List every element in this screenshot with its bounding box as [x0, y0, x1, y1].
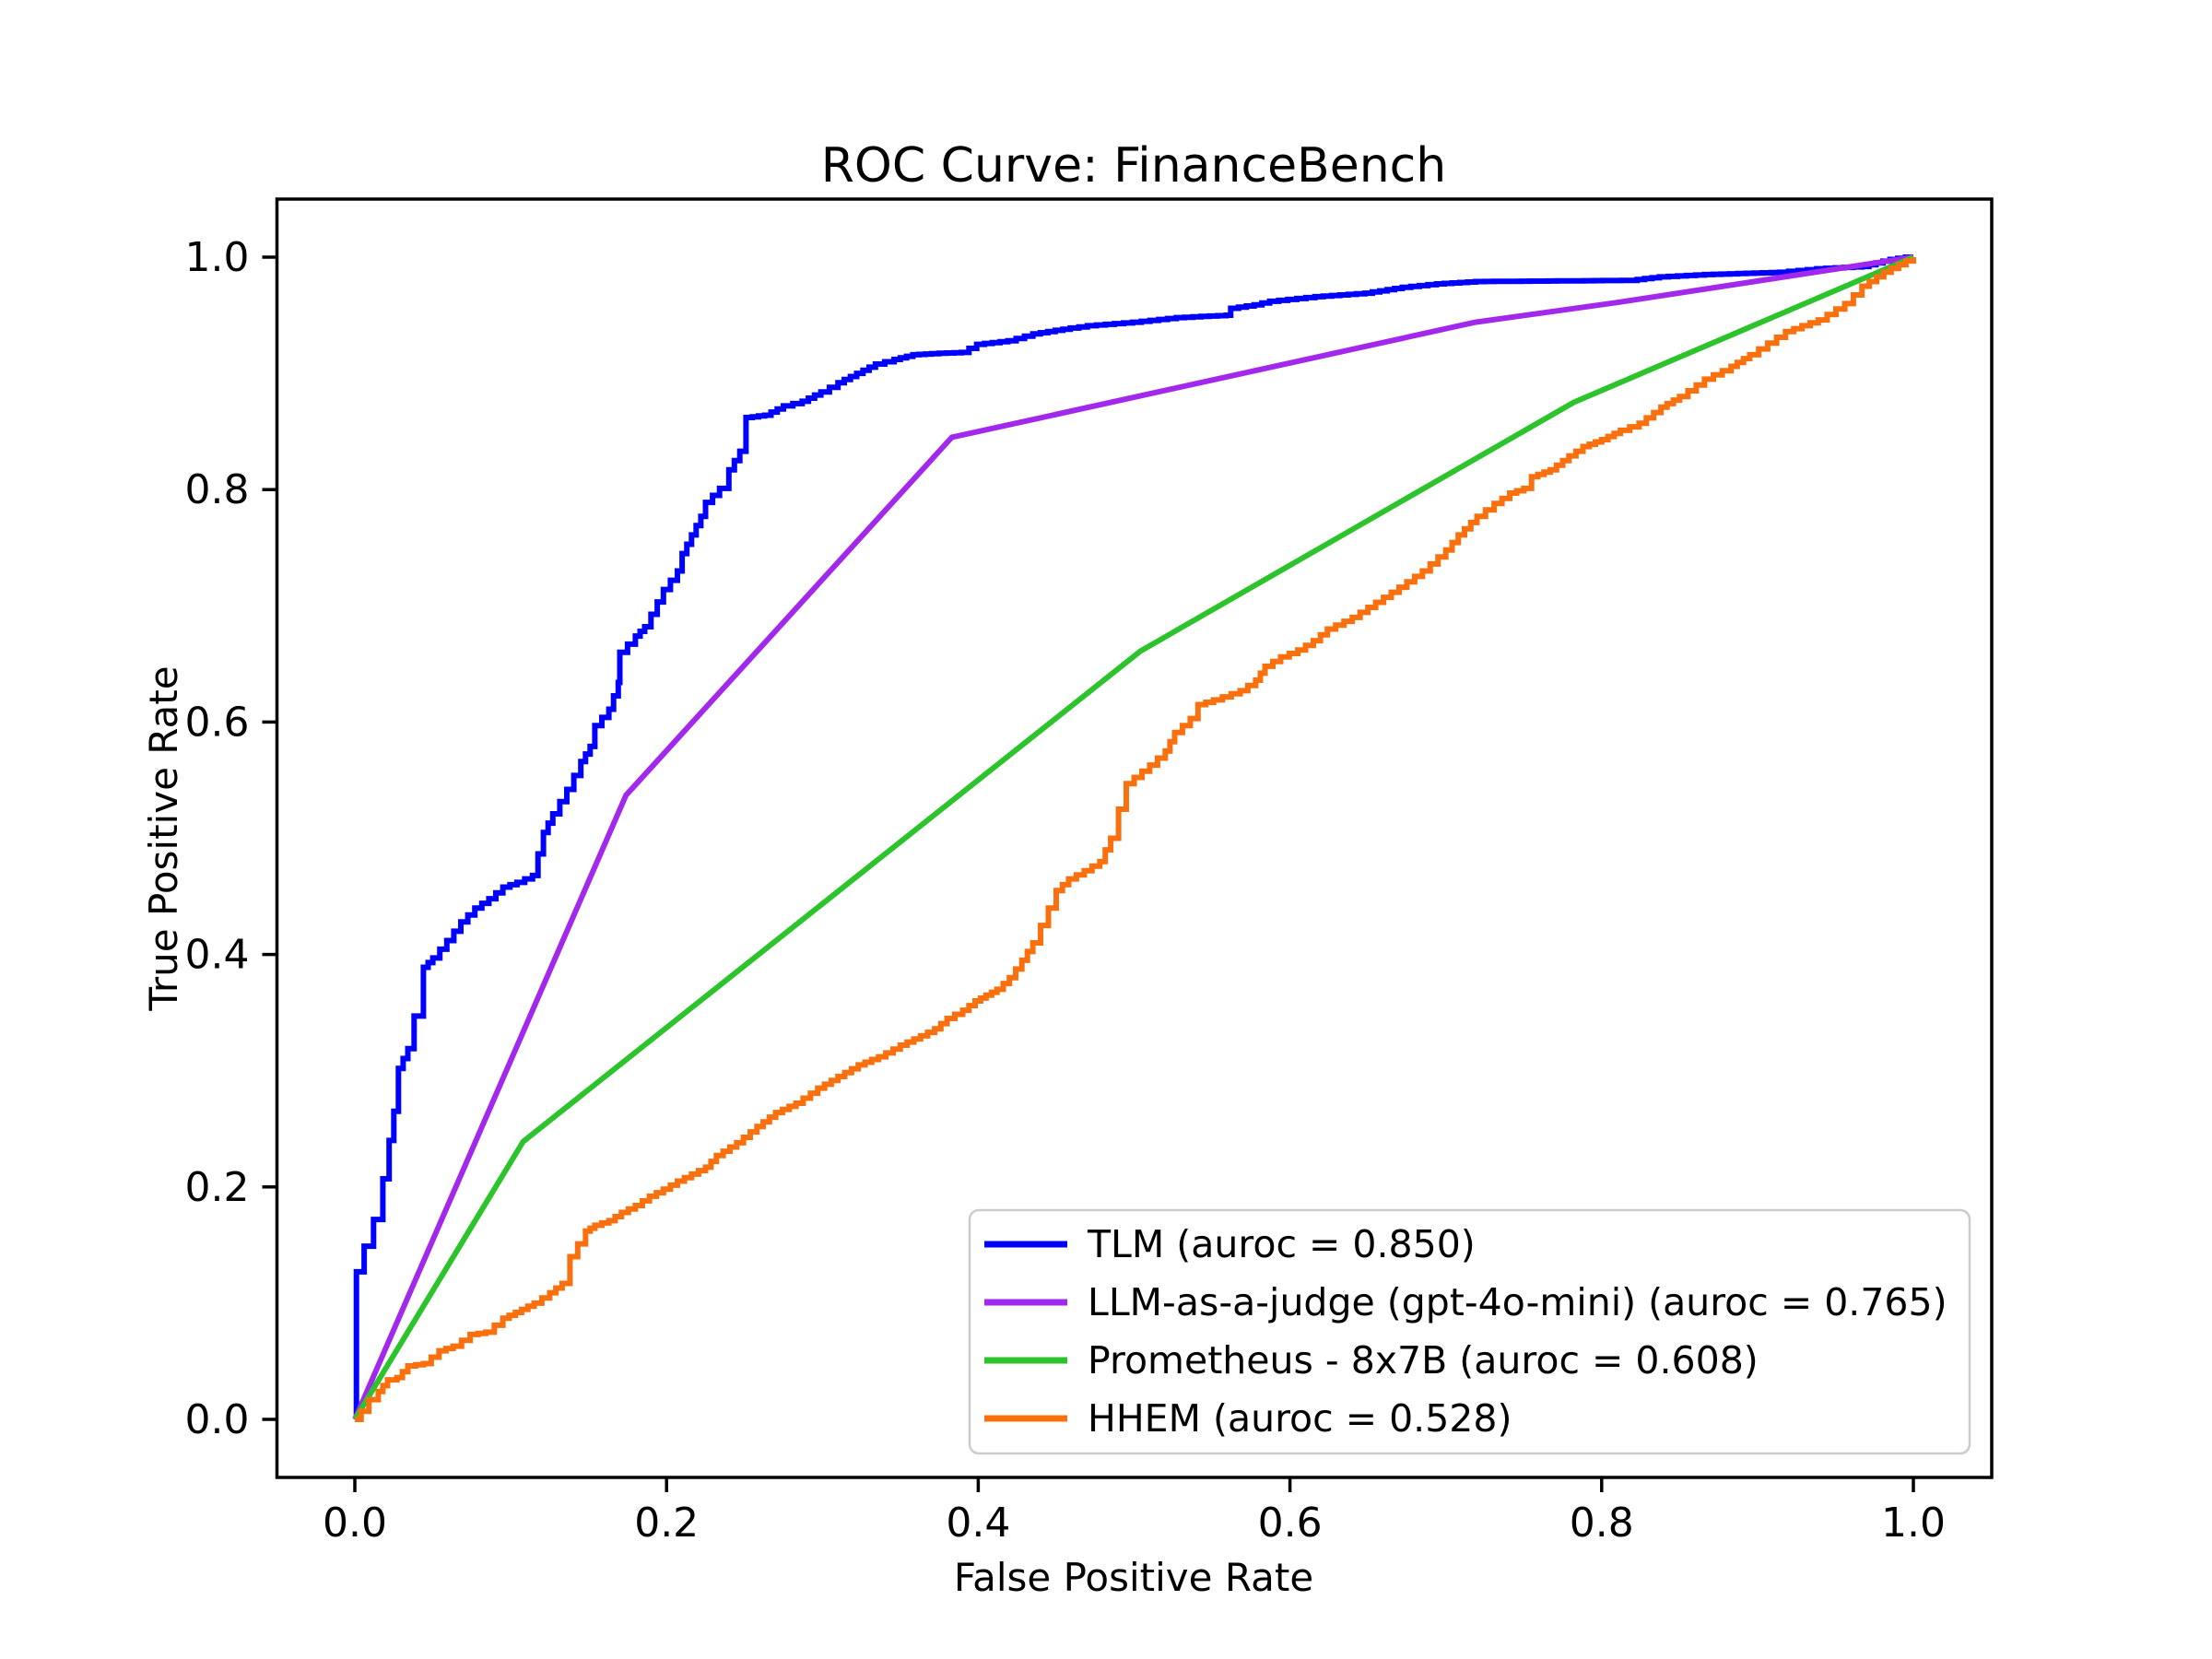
x-tick-label: 0.6 — [1258, 1500, 1323, 1547]
legend-entry-label: HHEM (auroc = 0.528) — [1088, 1396, 1512, 1441]
roc-curve-hhem — [355, 257, 1916, 1422]
y-tick-label: 0.4 — [185, 932, 250, 979]
legend-entry-label: LLM-as-a-judge (gpt-4o-mini) (auroc = 0.… — [1088, 1280, 1947, 1324]
legend-entry-label: Prometheus - 8x7B (auroc = 0.608) — [1088, 1338, 1759, 1382]
y-tick-label: 0.0 — [185, 1396, 250, 1443]
roc-curve-llm-as-a-judge — [352, 254, 1914, 1421]
plot-border — [275, 197, 1994, 1479]
roc-curve-tlm — [353, 254, 1913, 1422]
x-tick-label: 1.0 — [1881, 1500, 1946, 1547]
roc-curve-prometheus — [352, 254, 1915, 1421]
y-tick-label: 0.8 — [185, 466, 250, 513]
y-tick-label: 1.0 — [185, 234, 250, 281]
y-tick-label: 0.2 — [185, 1164, 250, 1211]
x-axis-label: False Positive Rate — [954, 1555, 1313, 1600]
legend-entry-label: TLM (auroc = 0.850) — [1087, 1222, 1476, 1266]
axis-ticks: 0.0 0.2 0.4 0.6 0.8 1.0 0.0 0.2 0.4 0.6 0.8 1.0 — [185, 234, 1946, 1547]
x-tick-label: 0.0 — [323, 1500, 387, 1547]
legend-box — [968, 1208, 1971, 1455]
y-tick-label: 0.6 — [185, 699, 250, 746]
x-tick-label: 0.2 — [634, 1500, 699, 1547]
y-axis-label: True Positive Rate — [141, 665, 186, 1011]
chart-title: ROC Curve: FinanceBench — [821, 138, 1446, 194]
x-tick-label: 0.4 — [946, 1500, 1010, 1547]
roc-curves — [352, 254, 1916, 1422]
legend: TLM (auroc = 0.850) LLM-as-a-judge (gpt-4… — [968, 1208, 1971, 1455]
x-tick-label: 0.8 — [1570, 1500, 1634, 1547]
